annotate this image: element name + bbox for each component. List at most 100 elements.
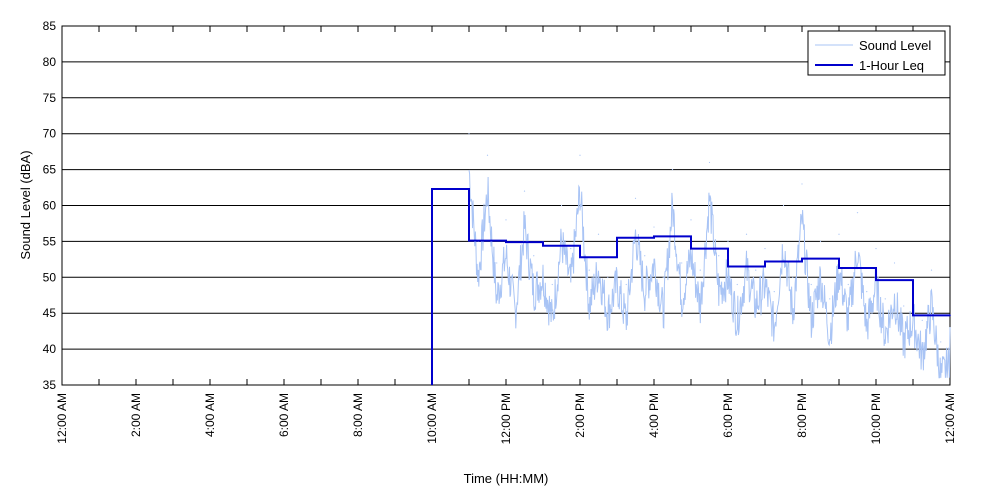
sound-level-point xyxy=(718,255,720,257)
leq-point xyxy=(579,256,581,258)
sound-level-point xyxy=(829,298,831,300)
sound-level-point xyxy=(496,262,498,264)
x-tick-label: 2:00 PM xyxy=(573,393,587,438)
leq-point xyxy=(653,235,655,238)
sound-level-point xyxy=(773,291,775,293)
y-tick-label: 35 xyxy=(43,378,57,392)
sound-level-point xyxy=(671,169,674,171)
x-tick-label: 2:00 AM xyxy=(129,393,143,437)
x-tick-label: 12:00 AM xyxy=(55,393,69,444)
sound-level-point xyxy=(903,305,905,307)
sound-level-point xyxy=(551,283,553,286)
sound-level-point xyxy=(792,276,794,278)
leq-point xyxy=(912,314,914,317)
sound-level-point xyxy=(681,262,683,264)
sound-level-point xyxy=(949,326,951,329)
sound-level-point xyxy=(755,269,757,271)
x-tick-label: 8:00 AM xyxy=(351,393,365,437)
grid-lines xyxy=(62,61,950,350)
series-1-hour-leq xyxy=(431,187,951,385)
sound-level-point xyxy=(662,276,664,278)
sound-level-point xyxy=(921,319,923,321)
sound-level-point xyxy=(653,226,655,228)
leq-point xyxy=(838,267,840,269)
sound-level-point xyxy=(533,255,535,257)
sound-level-point xyxy=(607,276,609,278)
sound-level-point xyxy=(634,197,637,199)
leq-point xyxy=(468,239,470,242)
y-tick-label: 70 xyxy=(43,127,57,141)
leq-point xyxy=(764,260,766,263)
sound-level-point xyxy=(625,283,627,286)
leq-point xyxy=(431,188,433,190)
y-tick-label: 60 xyxy=(43,199,57,213)
sound-level-line xyxy=(468,169,951,379)
sound-level-point xyxy=(579,154,581,156)
sound-level-point xyxy=(838,233,840,235)
y-tick-label: 55 xyxy=(43,234,57,248)
sound-level-point xyxy=(514,276,516,278)
x-tick-label: 4:00 AM xyxy=(203,393,217,437)
sound-level-point xyxy=(690,219,692,221)
sound-level-point xyxy=(505,219,507,221)
sound-level-point xyxy=(597,233,600,235)
sound-level-point xyxy=(819,240,822,242)
x-tick-label: 4:00 PM xyxy=(647,393,661,438)
leq-point xyxy=(616,237,618,239)
leq-point xyxy=(690,247,692,250)
sound-level-point xyxy=(810,283,812,286)
x-tick-label: 10:00 PM xyxy=(869,393,883,444)
legend-label-1-hour-leq: 1-Hour Leq xyxy=(859,58,924,73)
legend-label-sound-level: Sound Level xyxy=(859,38,931,53)
sound-level-point xyxy=(893,262,896,264)
sound-level-point xyxy=(699,269,701,271)
sound-level-point xyxy=(468,133,470,135)
sound-level-point xyxy=(884,298,886,300)
leq-point xyxy=(801,257,803,260)
y-axis-ticks: 35 40 45 50 55 60 65 70 75 80 85 xyxy=(43,19,57,392)
x-tick-label: 12:00 AM xyxy=(943,393,957,444)
x-tick-label: 6:00 PM xyxy=(721,393,735,438)
x-tick-label: 12:00 PM xyxy=(499,393,513,444)
sound-level-point xyxy=(523,190,526,192)
y-tick-label: 65 xyxy=(43,163,57,177)
sound-level-point xyxy=(875,247,877,250)
x-tick-label: 6:00 AM xyxy=(277,393,291,437)
sound-level-point xyxy=(644,255,646,257)
sound-level-point xyxy=(588,269,590,271)
sound-level-point xyxy=(801,183,803,185)
y-tick-label: 80 xyxy=(43,55,57,69)
y-tick-label: 50 xyxy=(43,270,57,284)
x-axis-ticks: 12:00 AM 2:00 AM 4:00 AM 6:00 AM 8:00 AM 10:0… xyxy=(55,26,957,444)
y-tick-label: 85 xyxy=(43,19,57,33)
y-axis-label: Sound Level (dBA) xyxy=(18,150,33,259)
leq-point xyxy=(727,265,729,268)
sound-level-point xyxy=(866,291,868,293)
sound-level-point xyxy=(570,247,572,250)
x-tick-label: 10:00 AM xyxy=(425,393,439,444)
sound-level-point xyxy=(940,341,942,343)
x-tick-label: 8:00 PM xyxy=(795,393,809,438)
sound-level-point xyxy=(856,212,859,214)
series-sound-level xyxy=(468,133,951,379)
sound-level-point xyxy=(745,233,748,235)
x-axis-label: Time (HH:MM) xyxy=(464,471,549,486)
sound-level-point xyxy=(560,204,563,207)
sound-level-point xyxy=(727,240,729,242)
leq-point xyxy=(542,244,544,247)
leq-point xyxy=(875,279,877,281)
y-tick-label: 75 xyxy=(43,91,57,105)
sound-level-point xyxy=(782,204,785,207)
sound-level-point xyxy=(847,283,849,286)
leq-point xyxy=(505,241,507,243)
legend: Sound Level 1-Hour Leq xyxy=(807,30,946,76)
y-tick-label: 45 xyxy=(43,306,57,320)
sound-level-point xyxy=(736,283,738,286)
leq-point xyxy=(949,314,951,317)
sound-level-point xyxy=(764,247,766,250)
legend-box xyxy=(807,30,946,76)
sound-level-point xyxy=(486,154,489,156)
sound-level-point xyxy=(708,161,711,164)
y-tick-label: 40 xyxy=(43,342,57,356)
